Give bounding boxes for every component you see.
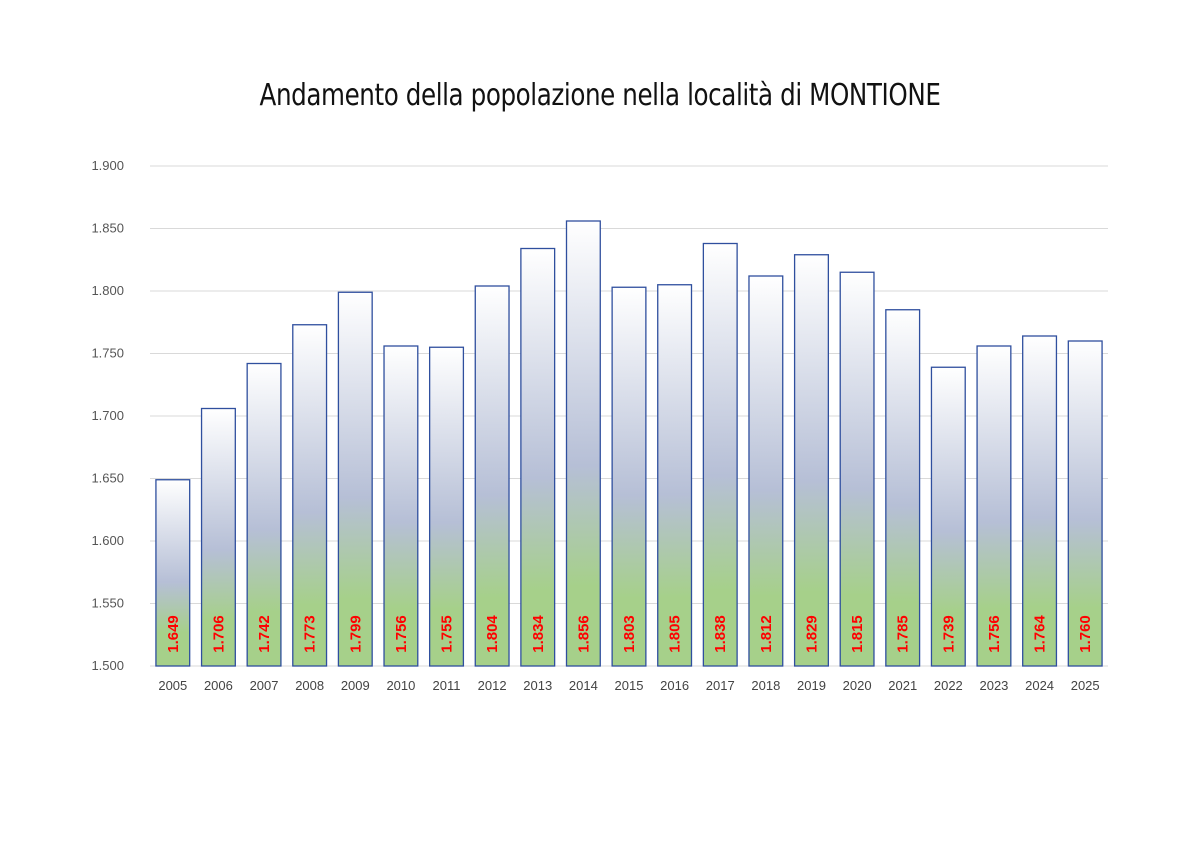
chart-title: Andamento della popolazione nella locali… xyxy=(259,78,941,113)
bar-2019 xyxy=(793,254,830,667)
bar-2005 xyxy=(155,479,191,667)
bar-2025 xyxy=(1067,340,1103,667)
data-label: 1.773 xyxy=(302,615,319,653)
x-tick-label: 2008 xyxy=(295,678,324,693)
x-tick-label: 2010 xyxy=(386,678,415,693)
x-tick-label: 2024 xyxy=(1025,678,1054,693)
data-label: 1.804 xyxy=(484,615,501,653)
data-label: 1.760 xyxy=(1077,615,1094,653)
x-tick-label: 2025 xyxy=(1071,678,1100,693)
y-tick-label: 1.650 xyxy=(91,471,124,486)
x-tick-label: 2006 xyxy=(204,678,233,693)
data-label: 1.755 xyxy=(439,615,456,653)
data-label: 1.803 xyxy=(621,615,638,653)
bar-2021 xyxy=(885,309,921,667)
y-tick-label: 1.700 xyxy=(91,408,124,423)
y-tick-label: 1.900 xyxy=(91,158,124,173)
data-label: 1.785 xyxy=(895,615,912,653)
y-tick-label: 1.550 xyxy=(91,596,124,611)
data-label: 1.829 xyxy=(803,615,820,653)
bar-2010 xyxy=(383,345,419,667)
x-tick-label: 2015 xyxy=(615,678,644,693)
x-tick-label: 2014 xyxy=(569,678,598,693)
y-tick-label: 1.750 xyxy=(91,346,124,361)
bar-2013 xyxy=(520,247,556,667)
x-tick-label: 2018 xyxy=(751,678,780,693)
data-label: 1.739 xyxy=(940,615,957,653)
x-tick-label: 2013 xyxy=(523,678,552,693)
x-tick-label: 2012 xyxy=(478,678,507,693)
x-tick-label: 2019 xyxy=(797,678,826,693)
data-label: 1.815 xyxy=(849,615,866,653)
bar-2016 xyxy=(657,284,693,667)
bar-2011 xyxy=(428,346,465,667)
x-tick-label: 2021 xyxy=(888,678,917,693)
bar-2007 xyxy=(246,362,282,667)
y-tick-label: 1.850 xyxy=(91,221,124,236)
data-label: 1.742 xyxy=(256,615,273,653)
data-label: 1.799 xyxy=(347,615,364,653)
bar-2015 xyxy=(611,286,647,667)
data-label: 1.756 xyxy=(393,615,410,653)
data-label: 1.649 xyxy=(165,615,182,653)
bar-2018 xyxy=(748,275,784,667)
x-tick-label: 2017 xyxy=(706,678,735,693)
x-tick-label: 2009 xyxy=(341,678,370,693)
x-tick-label: 2011 xyxy=(433,678,461,693)
bar-2024 xyxy=(1022,335,1058,667)
x-axis: 2005 2006 2007 2008 2009 2010 2011 2012 2013 2014… xyxy=(158,678,1099,693)
bar-2008 xyxy=(292,324,328,667)
bar-2022 xyxy=(930,366,966,667)
x-tick-label: 2005 xyxy=(158,678,187,693)
y-axis: 1.500 1.550 1.600 1.650 1.700 1.750 1.800 1.850… xyxy=(91,158,124,673)
data-label: 1.838 xyxy=(712,615,729,653)
bar-2023 xyxy=(976,345,1012,667)
x-tick-label: 2022 xyxy=(934,678,963,693)
bar-2020 xyxy=(839,271,875,667)
x-tick-label: 2020 xyxy=(843,678,872,693)
x-tick-label: 2007 xyxy=(250,678,279,693)
data-label: 1.812 xyxy=(758,615,775,653)
x-tick-label: 2016 xyxy=(660,678,689,693)
data-label: 1.756 xyxy=(986,615,1003,653)
bars: 1.649 1.706 1.742 1.773 1.799 1.756 1.755 1.804… xyxy=(155,220,1103,667)
data-label: 1.764 xyxy=(1032,615,1049,653)
bar-2014 xyxy=(565,220,601,667)
bar-2017 xyxy=(702,242,738,667)
y-tick-label: 1.800 xyxy=(91,283,124,298)
data-label: 1.805 xyxy=(667,615,684,653)
x-tick-label: 2023 xyxy=(979,678,1008,693)
bar-2006 xyxy=(200,407,236,667)
data-label: 1.856 xyxy=(575,615,592,653)
data-label: 1.706 xyxy=(210,615,227,653)
y-tick-label: 1.500 xyxy=(91,658,124,673)
data-label: 1.834 xyxy=(530,615,547,653)
y-tick-label: 1.600 xyxy=(91,533,124,548)
bar-2009 xyxy=(337,291,373,667)
bar-2012 xyxy=(474,285,510,667)
